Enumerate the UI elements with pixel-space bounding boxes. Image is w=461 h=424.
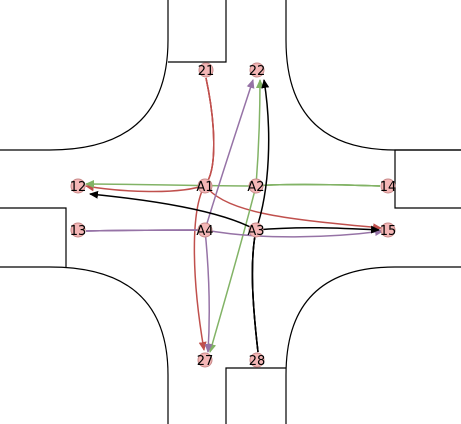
road-curve-top-left (0, 0, 169, 151)
road-curve-bottom-left (0, 266, 169, 424)
node-28-label: 28 (249, 354, 266, 369)
node-15[interactable]: 15 (380, 222, 397, 239)
node-a4-label: A4 (196, 224, 213, 239)
road-curve-top-right (285, 0, 461, 151)
lane-divider-east (394, 149, 461, 209)
node-a2-label: A2 (247, 180, 264, 195)
road-curve-bottom-right (285, 266, 461, 424)
nodes: 21 22 12 14 13 15 27 28 (70, 62, 397, 369)
path-21-to-15 (204, 77, 382, 232)
node-27-circle (197, 352, 213, 368)
path-14-to-22 (255, 79, 381, 187)
path-21-to-12 (85, 77, 215, 193)
node-a3-label: A3 (247, 224, 264, 239)
node-28[interactable]: 28 (249, 352, 266, 369)
node-13[interactable]: 13 (70, 222, 87, 239)
paths-black (89, 79, 380, 353)
node-22[interactable]: 22 (249, 62, 266, 79)
node-13-circle (70, 222, 86, 238)
lane-divider-south (225, 367, 286, 424)
lane-divider-north (168, 0, 227, 63)
node-a1[interactable]: A1 (196, 178, 214, 195)
node-a2-circle (248, 178, 264, 194)
node-27-label: 27 (197, 354, 214, 369)
node-a4[interactable]: A4 (196, 222, 214, 239)
node-14-label: 14 (380, 180, 397, 195)
node-12-label: 12 (70, 180, 87, 195)
node-12[interactable]: 12 (70, 178, 87, 195)
node-a1-label: A1 (196, 180, 213, 195)
node-a4-circle (197, 222, 213, 238)
node-14-circle (380, 178, 396, 194)
node-22-label: 22 (249, 64, 266, 79)
node-a1-circle (197, 178, 213, 194)
node-a3-circle (248, 222, 264, 238)
node-21-label: 21 (198, 64, 215, 79)
node-15-label: 15 (380, 224, 397, 239)
node-12-circle (70, 178, 86, 194)
node-21-circle (198, 62, 214, 78)
node-a2[interactable]: A2 (247, 178, 265, 195)
path-13-to-22 (85, 79, 255, 232)
path-13-to-27 (85, 229, 213, 353)
node-21[interactable]: 21 (198, 62, 215, 79)
paths-red (85, 77, 382, 351)
node-15-circle (380, 222, 396, 238)
path-28-to-15 (251, 225, 380, 353)
node-22-circle (249, 62, 265, 78)
lane-divider-west (0, 207, 67, 267)
paths-purple (85, 79, 384, 353)
node-a3[interactable]: A3 (247, 222, 265, 239)
node-28-circle (249, 352, 265, 368)
paths-green (85, 79, 381, 353)
node-14[interactable]: 14 (380, 178, 397, 195)
path-14-to-27 (208, 183, 381, 353)
node-13-label: 13 (70, 224, 87, 239)
node-27[interactable]: 27 (197, 352, 214, 369)
